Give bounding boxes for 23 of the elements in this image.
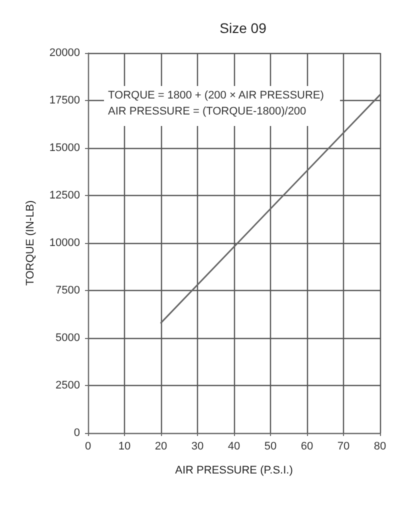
- y-tick-label: 0: [74, 427, 80, 439]
- y-tick-label: 5000: [56, 332, 80, 344]
- x-tick-label: 80: [374, 440, 386, 452]
- y-tick-label: 7500: [56, 284, 80, 296]
- x-tick-label: 40: [228, 440, 240, 452]
- y-tick-label: 20000: [49, 47, 80, 59]
- y-tick-label: 10000: [49, 237, 80, 249]
- annotation: TORQUE = 1800 + (200 × AIR PRESSURE): [108, 90, 324, 102]
- y-tick-label: 17500: [49, 94, 80, 106]
- y-tick-label: 15000: [49, 142, 80, 154]
- x-axis-title: AIR PRESSURE (P.S.I.): [175, 464, 293, 476]
- x-tick-label: 20: [154, 440, 168, 452]
- y-tick-label: 12500: [49, 190, 80, 202]
- x-tick-label: 50: [264, 440, 277, 452]
- x-tick-label: 10: [118, 440, 131, 452]
- x-tick-label: 60: [300, 440, 314, 452]
- x-tick-label: 70: [337, 440, 350, 452]
- x-tick-label: 30: [191, 440, 204, 452]
- y-tick-label: 2500: [56, 380, 80, 392]
- y-axis-title: TORQUE (IN-LB): [24, 200, 36, 286]
- annotation: AIR PRESSURE = (TORQUE-1800)/200: [108, 106, 306, 118]
- x-tick-label: 0: [84, 440, 92, 452]
- chart-title: Size 09: [220, 20, 267, 36]
